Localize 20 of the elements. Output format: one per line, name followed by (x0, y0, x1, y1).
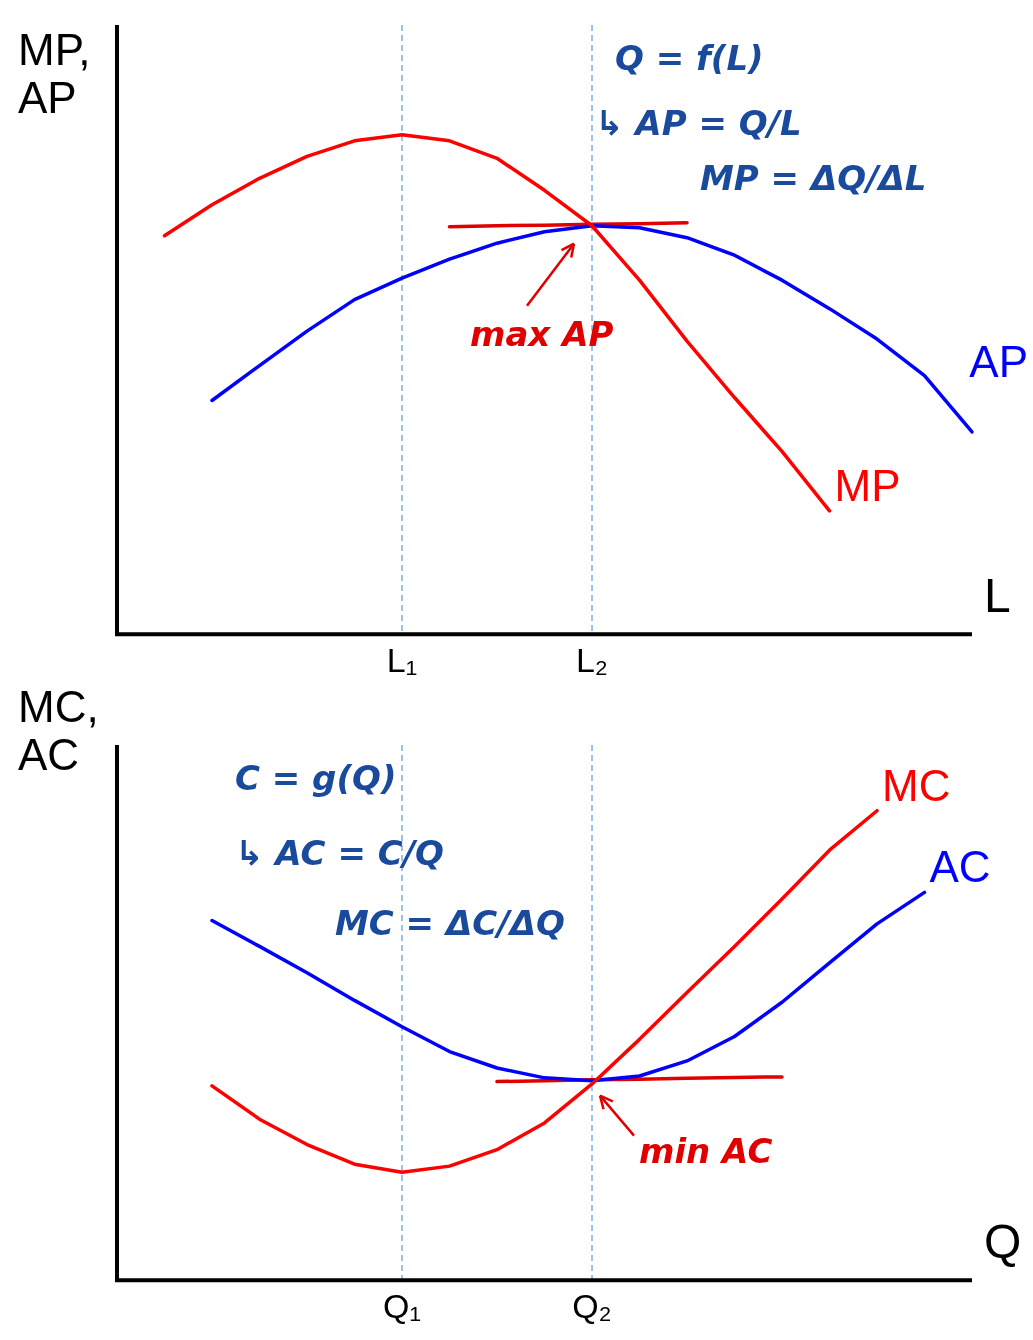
text: C = g(Q) (235, 758, 397, 798)
series-label: MP (834, 460, 901, 510)
y-axis-title: MP, AP (18, 25, 91, 122)
x-axis-title: L (984, 569, 1011, 623)
x-tick-label: Q₂ (572, 1286, 612, 1325)
annotation: ↳ AP = Q/L (595, 103, 802, 143)
x-tick-label: Q₁ (383, 1286, 421, 1325)
y-axis-title: MC, AC (18, 682, 99, 779)
x-tick-label: L₁ (386, 640, 418, 679)
series-label: AP (969, 336, 1028, 386)
series-label: AC (929, 842, 991, 892)
text: Q = f(L) (615, 38, 764, 78)
annotation: MC = ΔC/ΔQ (335, 903, 565, 943)
x-tick-label: L₂ (575, 640, 609, 679)
annotation: ↳ AC = C/Q (235, 833, 444, 873)
series-label: MC (882, 760, 951, 810)
annotation: max AP (470, 313, 614, 354)
annotation: MP = ΔQ/ΔL (700, 158, 927, 198)
annotation: min AC (639, 1130, 773, 1171)
x-axis-title: Q (984, 1215, 1022, 1269)
